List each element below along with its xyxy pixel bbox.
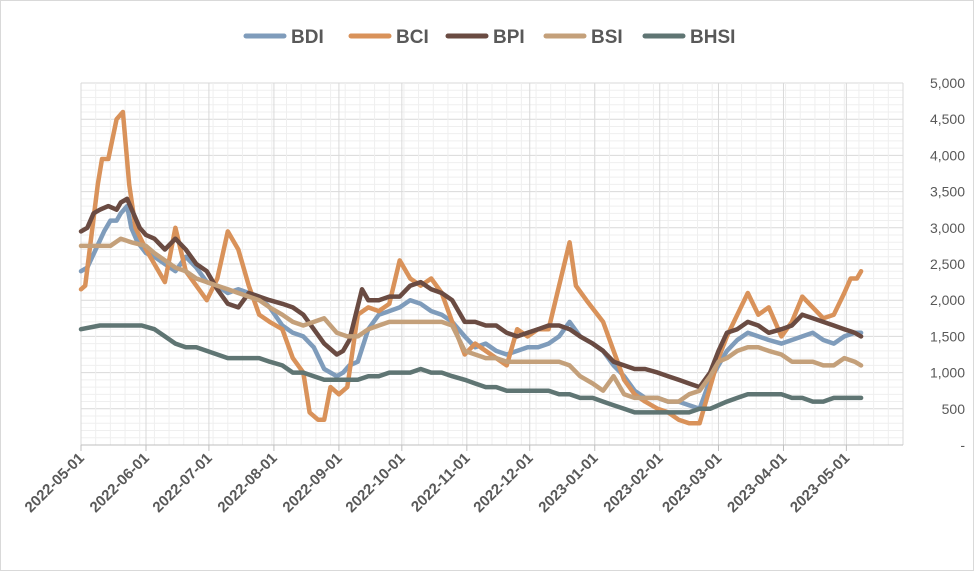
x-tick-label: 2023-04-01	[724, 450, 790, 516]
x-tick-label: 2022-11-01	[408, 450, 474, 516]
y-tick-label: -	[960, 437, 965, 453]
y-tick-label: 2,500	[930, 256, 965, 272]
y-tick-label: 5,000	[930, 75, 965, 91]
y-tick-label: 500	[942, 401, 966, 417]
y-tick-label: 1,000	[930, 365, 965, 381]
x-tick-label: 2022-06-01	[87, 450, 153, 516]
x-tick-label: 2023-01-01	[535, 450, 601, 516]
legend-label-bci: BCI	[396, 27, 429, 48]
x-tick-label: 2023-05-01	[787, 450, 853, 516]
y-tick-label: 4,000	[930, 147, 965, 163]
legend-label-bsi: BSI	[591, 27, 623, 48]
x-tick-label: 2023-02-01	[600, 450, 666, 516]
series-line-bpi	[78, 196, 864, 390]
x-tick-label: 2022-07-01	[149, 450, 215, 516]
gridlines	[80, 82, 904, 446]
x-tick-label: 2022-12-01	[470, 450, 536, 516]
series-line-bhsi	[78, 323, 864, 415]
series-line-bci	[78, 109, 864, 426]
y-tick-label: 1,500	[930, 328, 965, 344]
y-tick-label: 4,500	[930, 111, 965, 127]
x-tick-label: 2023-03-01	[659, 450, 725, 516]
x-tick-label: 2022-08-01	[214, 450, 280, 516]
series-line-bsi	[78, 236, 864, 404]
legend: BDI BCI BPI BSI BHSI	[243, 27, 735, 48]
legend-label-bpi: BPI	[493, 27, 525, 48]
x-tick-label: 2022-05-01	[22, 450, 88, 516]
x-tick-label: 2022-10-01	[342, 450, 408, 516]
y-tick-label: 3,500	[930, 184, 965, 200]
y-tick-label: 3,000	[930, 220, 965, 236]
legend-label-bhsi: BHSI	[690, 27, 735, 48]
legend-label-bdi: BDI	[291, 27, 324, 48]
series-lines	[78, 109, 864, 426]
x-tick-label: 2022-09-01	[279, 450, 345, 516]
y-tick-label: 2,000	[930, 292, 965, 308]
